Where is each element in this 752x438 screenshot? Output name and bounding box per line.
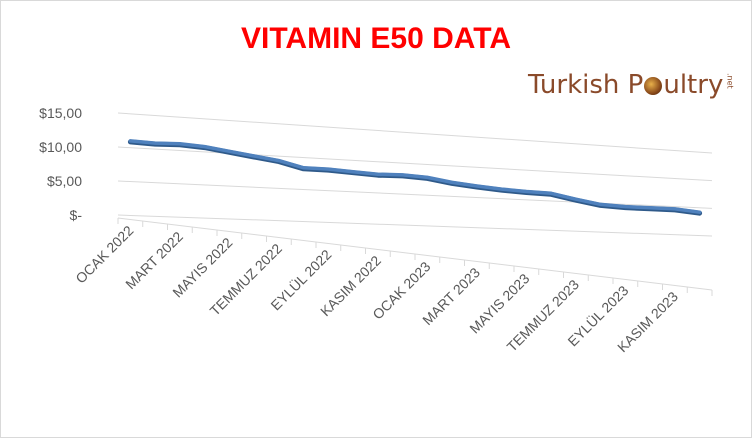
y-tick-label: $15,00	[39, 105, 82, 121]
chart-title: VITAMIN E50 DATA	[240, 22, 511, 55]
egg-icon	[644, 77, 663, 95]
y-tick-label: $10,00	[39, 139, 82, 155]
series-line	[128, 139, 702, 214]
y-tick-label: $5,00	[47, 173, 82, 189]
gridline	[117, 112, 713, 154]
y-tick-label: $-	[70, 207, 83, 223]
gridline	[117, 214, 713, 237]
gridline	[117, 146, 713, 182]
gridline	[117, 180, 713, 209]
